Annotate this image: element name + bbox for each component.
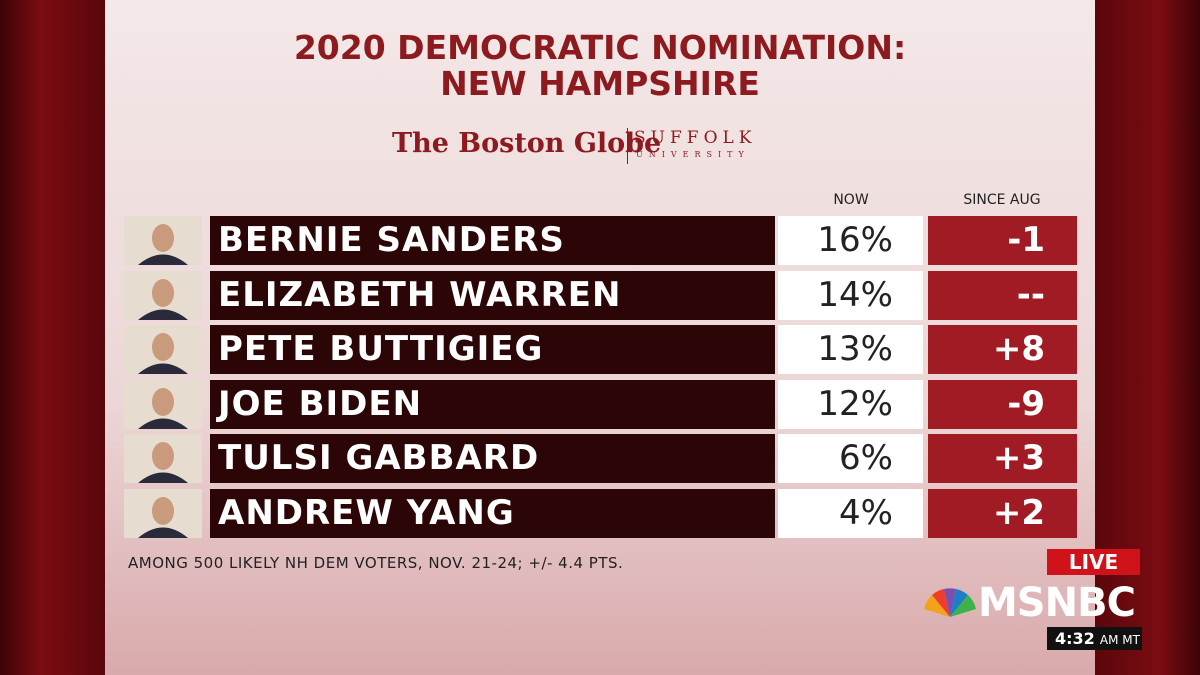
now-value: 14% [778,271,923,320]
now-value: 4% [778,489,923,538]
now-value: 6% [778,434,923,483]
title: 2020 DEMOCRATIC NOMINATION: [293,28,907,67]
candidate-photo [124,216,202,265]
time-suffix: AM MT [1099,633,1140,647]
logo: UNIVERSITY [636,150,750,159]
candidate-photo [124,434,202,483]
change-value: +8 [928,325,1077,374]
logo: The Boston Globe [392,128,662,159]
table-row: TULSI GABBARD 6% +3 [124,434,1077,483]
change-value: -9 [928,380,1077,429]
divider [627,128,628,164]
portrait [124,271,202,320]
change-value: +3 [928,434,1077,483]
now-value: 13% [778,325,923,374]
candidate-photo [124,489,202,538]
candidate-name: BERNIE SANDERS [210,216,775,265]
candidate-name: TULSI GABBARD [210,434,775,483]
candidate-name: JOE BIDEN [210,380,775,429]
table-row: ELIZABETH WARREN 14% -- [124,271,1077,320]
clock: 4:32 AM MT [1047,627,1142,650]
table-row: ANDREW YANG 4% +2 [124,489,1077,538]
title: NEW HAMPSHIRE [440,64,760,103]
column-header: NOW [833,192,869,208]
column-header: SINCE AUG [963,192,1041,208]
change-value: -1 [928,216,1077,265]
network: MSNBC [978,580,1136,626]
candidate-photo [124,271,202,320]
now-value: 12% [778,380,923,429]
portrait [124,489,202,538]
candidate-photo [124,325,202,374]
live-badge: LIVE [1047,549,1140,575]
logo: SUFFOLK [634,128,757,148]
portrait [124,216,202,265]
table-row: PETE BUTTIGIEG 13% +8 [124,325,1077,374]
candidate-name: ANDREW YANG [210,489,775,538]
portrait [124,380,202,429]
candidate-name: PETE BUTTIGIEG [210,325,775,374]
candidate-name: ELIZABETH WARREN [210,271,775,320]
candidate-photo [124,380,202,429]
table-row: JOE BIDEN 12% -9 [124,380,1077,429]
portrait [124,434,202,483]
portrait [124,325,202,374]
peacock [924,588,976,617]
change-value: -- [928,271,1077,320]
table-row: BERNIE SANDERS 16% -1 [124,216,1077,265]
change-value: +2 [928,489,1077,538]
footnote: AMONG 500 LIKELY NH DEM VOTERS, NOV. 21-… [128,554,624,572]
time: 4:32 [1055,629,1095,648]
now-value: 16% [778,216,923,265]
